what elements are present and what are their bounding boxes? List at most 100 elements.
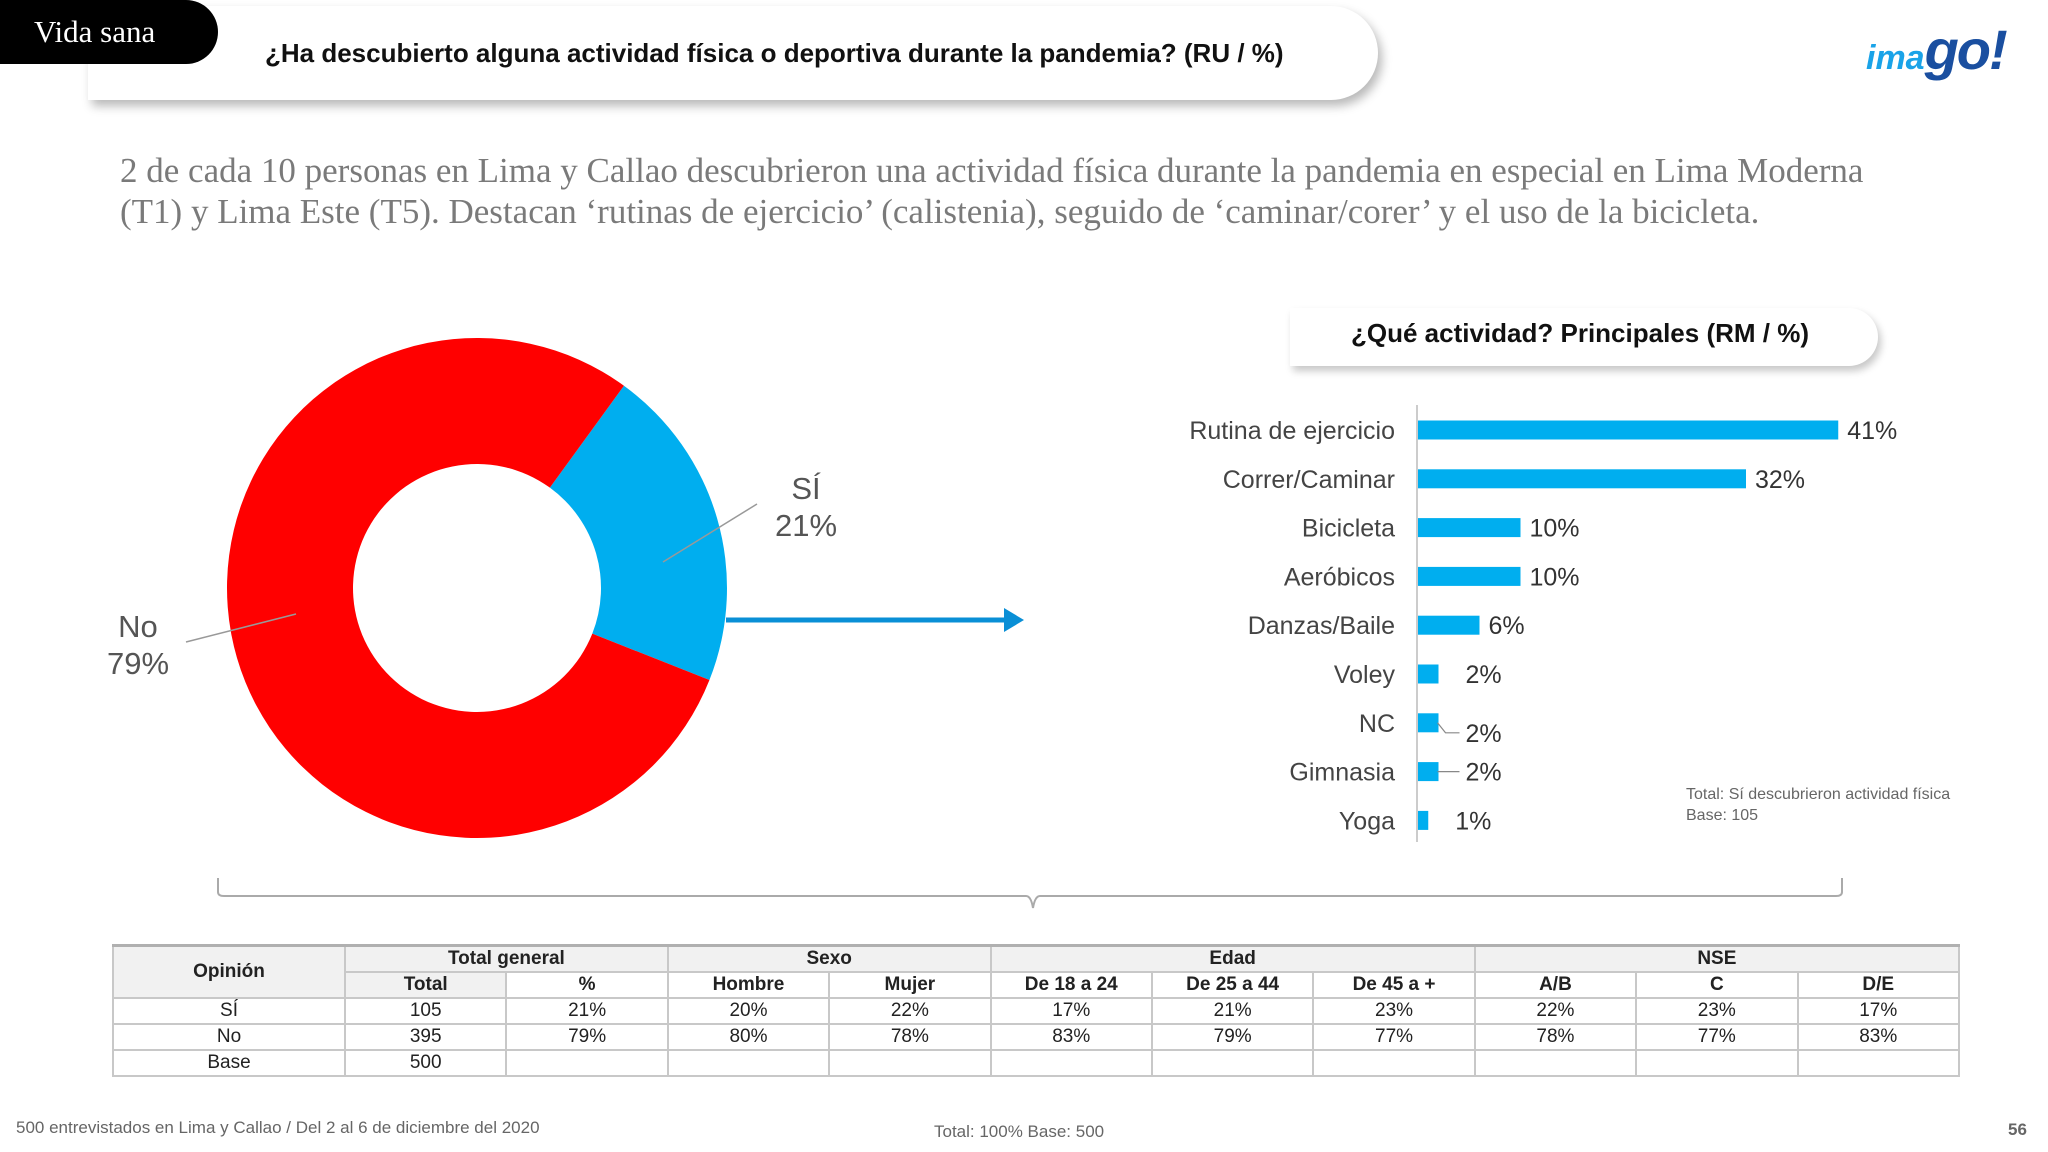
table-cell (505, 1049, 669, 1077)
subheader-hombre: Hombre (666, 971, 831, 999)
header-opinion: Opinión (112, 944, 346, 999)
subheader-c: C (1635, 971, 1799, 999)
bar-4 (1418, 615, 1480, 635)
crosstab-table: Opinión Total general Sexo Edad NSE Tota… (112, 944, 1961, 1077)
table-cell: 500 (343, 1049, 508, 1077)
bar-8 (1418, 810, 1429, 830)
table-cell (666, 1049, 831, 1077)
bar-category-label: NC (1359, 710, 1395, 738)
table-cell: 17% (989, 997, 1153, 1025)
table-cell: 83% (989, 1023, 1153, 1051)
table-cell: 83% (1796, 1023, 1961, 1051)
bar-2 (1418, 518, 1521, 538)
question-title: ¿Ha descubierto alguna actividad física … (265, 38, 1284, 68)
subheader-25-44: De 25 a 44 (1150, 971, 1315, 999)
table-cell: 17% (1796, 997, 1961, 1025)
group-nse: NSE (1473, 944, 1961, 973)
bar-category-label: Aeróbicos (1284, 563, 1395, 591)
bar-category-label: Yoga (1339, 807, 1395, 835)
bar-category-label: Rutina de ejercicio (1189, 417, 1395, 445)
bar-category-label: Voley (1334, 661, 1396, 689)
headline-text: 2 de cada 10 personas en Lima y Callao d… (120, 151, 1864, 231)
table-cell: 80% (666, 1023, 831, 1051)
subheader-de: D/E (1796, 971, 1961, 999)
page-number: 56 (2008, 1120, 2027, 1139)
label-no: No 79% (98, 608, 178, 682)
bar-value-label: 2% (1466, 661, 1502, 689)
table-cell (1312, 1049, 1476, 1077)
bar-value-label: 32% (1755, 466, 1805, 494)
section-tag: Vida sana (0, 0, 218, 64)
table-row: No 395 79% 80% 78% 83% 79% 77% 78% 77% 8… (112, 1023, 1961, 1051)
table-cell: 79% (1150, 1023, 1315, 1051)
label-no-name: No (118, 609, 158, 644)
table-cell: 21% (505, 997, 669, 1025)
table-cell: 105 (343, 997, 508, 1025)
bar-chart-title-panel (1290, 308, 1878, 366)
label-si-value: 21% (774, 508, 838, 543)
table-cell: 20% (666, 997, 831, 1025)
question-banner (88, 6, 1378, 100)
label-no-value: 79% (106, 646, 170, 681)
donut-slice-s- (549, 385, 728, 681)
table-cell: 79% (505, 1023, 669, 1051)
bar-value-label: 10% (1530, 515, 1580, 543)
bar-category-label: Correr/Caminar (1223, 466, 1395, 494)
bar-1 (1418, 469, 1746, 489)
table-cell (1473, 1049, 1638, 1077)
table-cell: 77% (1635, 1023, 1799, 1051)
arrow-head (1004, 608, 1024, 632)
donut-slice-no (227, 338, 710, 838)
table-cell: 395 (343, 1023, 508, 1051)
table-cell (828, 1049, 992, 1077)
table-cell (989, 1049, 1153, 1077)
footer-total-base: Total: 100% Base: 500 (934, 1122, 1105, 1141)
no-leader-line (185, 613, 297, 643)
label-si-name: SÍ (791, 471, 821, 506)
label-si: SÍ 21% (766, 470, 846, 544)
bar-value-label: 2% (1466, 759, 1502, 787)
subheader-total: Total (343, 971, 508, 999)
subheader-percent: % (505, 971, 669, 999)
table-row: SÍ 105 21% 20% 22% 17% 21% 23% 22% 23% 1… (112, 997, 1961, 1025)
subheader-18-24: De 18 a 24 (989, 971, 1153, 999)
group-total-general: Total general (344, 944, 669, 973)
bar-chart-title: ¿Qué actividad? Principales (RM / %) (1351, 318, 1809, 348)
table-row: Base 500 (112, 1049, 1961, 1077)
row-label: Base (112, 1049, 346, 1077)
bar-6 (1418, 713, 1439, 733)
bar-5 (1418, 664, 1439, 684)
row-label: No (112, 1023, 346, 1051)
bar-0 (1418, 420, 1839, 440)
brand-logo: imago! (1866, 18, 2008, 81)
si-leader-line (662, 503, 758, 563)
bar-value-label: 10% (1530, 563, 1580, 591)
table-cell (1635, 1049, 1799, 1077)
table-cell: 78% (828, 1023, 992, 1051)
bar-value-label: 41% (1847, 417, 1897, 445)
bar-category-label: Danzas/Baile (1248, 612, 1395, 640)
bar-value-label: 1% (1455, 807, 1491, 835)
bar-3 (1418, 566, 1521, 586)
bar-category-label: Gimnasia (1289, 759, 1395, 787)
subheader-ab: A/B (1473, 971, 1638, 999)
table-cell (1150, 1049, 1315, 1077)
group-edad: Edad (989, 944, 1476, 973)
bar-value-label: 6% (1489, 612, 1525, 640)
table-cell: 77% (1312, 1023, 1476, 1051)
table-cell: 21% (1150, 997, 1315, 1025)
table-cell: 22% (1473, 997, 1638, 1025)
row-label: SÍ (112, 997, 346, 1025)
bar-7 (1418, 762, 1439, 782)
table-cell: 78% (1473, 1023, 1638, 1051)
subheader-45-plus: De 45 a + (1312, 971, 1476, 999)
table-cell: 22% (828, 997, 992, 1025)
table-cell: 23% (1312, 997, 1476, 1025)
group-sexo: Sexo (666, 944, 992, 973)
bar-chart-note: Total: Sí descubrieron actividad física … (1686, 786, 1951, 824)
bar-value-leader (1437, 722, 1460, 734)
footer-sample-info: 500 entrevistados en Lima y Callao / Del… (16, 1118, 540, 1137)
